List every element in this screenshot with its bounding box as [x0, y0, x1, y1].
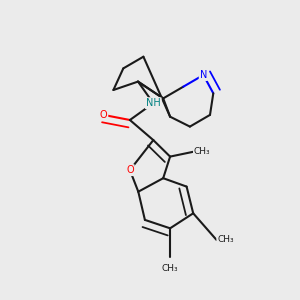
Text: N: N: [200, 70, 207, 80]
Text: O: O: [100, 110, 107, 120]
Text: CH₃: CH₃: [194, 147, 211, 156]
Text: O: O: [126, 165, 134, 175]
Text: CH₃: CH₃: [162, 264, 178, 273]
Text: NH: NH: [146, 98, 161, 108]
Text: CH₃: CH₃: [217, 236, 234, 244]
